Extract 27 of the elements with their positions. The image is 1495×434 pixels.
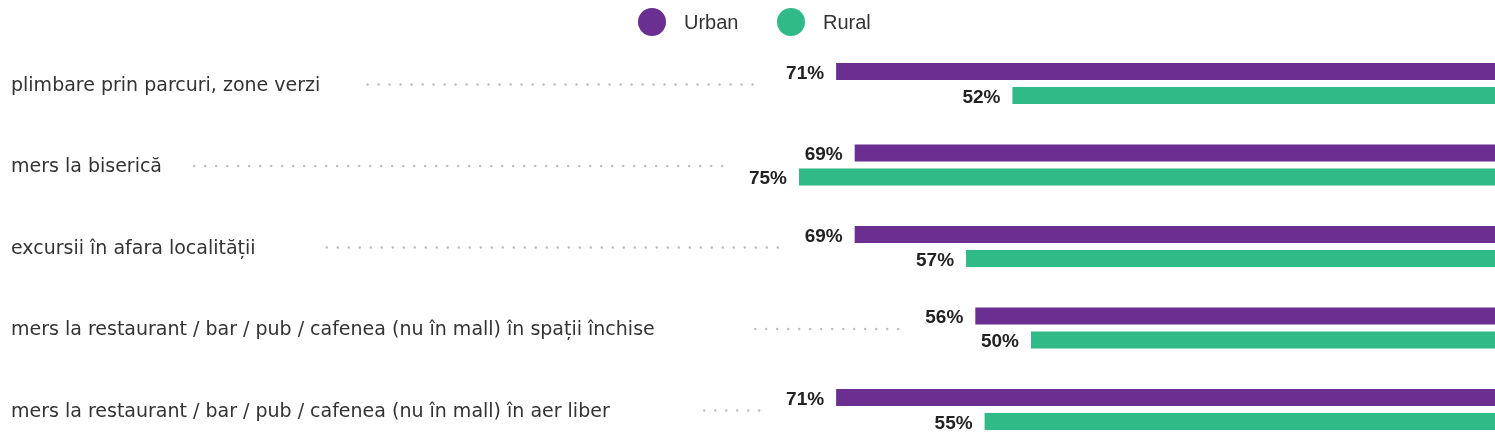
bar bbox=[1031, 331, 1495, 349]
legend-label: Urban bbox=[684, 11, 739, 33]
bar bbox=[1012, 87, 1495, 104]
bar bbox=[854, 144, 1495, 162]
bar bbox=[836, 63, 1495, 80]
bar bbox=[966, 250, 1495, 267]
data-label: 52% bbox=[962, 85, 1001, 107]
y-tick-label: mers la biserică bbox=[11, 154, 163, 176]
y-tick-label: excursii în afara localității bbox=[11, 235, 256, 259]
legend-label: Rural bbox=[823, 11, 871, 33]
data-label: 75% bbox=[748, 167, 788, 188]
y-tick-label: plimbare prin parcuri, zone verzi bbox=[11, 72, 321, 95]
data-label: 57% bbox=[916, 248, 955, 270]
bar bbox=[854, 226, 1495, 243]
data-label: 55% bbox=[934, 411, 973, 433]
y-tick-label: mers la restaurant / bar / pub / cafenea (nu în mall) în spații închise bbox=[11, 317, 655, 340]
data-label: 71% bbox=[786, 61, 825, 83]
data-label: 71% bbox=[786, 387, 825, 409]
data-label: 69% bbox=[804, 224, 843, 246]
data-label: 50% bbox=[980, 330, 1020, 351]
bar bbox=[984, 413, 1495, 430]
data-label: 69% bbox=[804, 143, 843, 164]
bar bbox=[975, 307, 1495, 325]
bar bbox=[836, 389, 1495, 406]
y-tick-label: mers la restaurant / bar / pub / cafenea (nu în mall) în aer liber bbox=[11, 398, 610, 421]
bar bbox=[799, 168, 1495, 186]
data-label: 56% bbox=[925, 306, 964, 327]
